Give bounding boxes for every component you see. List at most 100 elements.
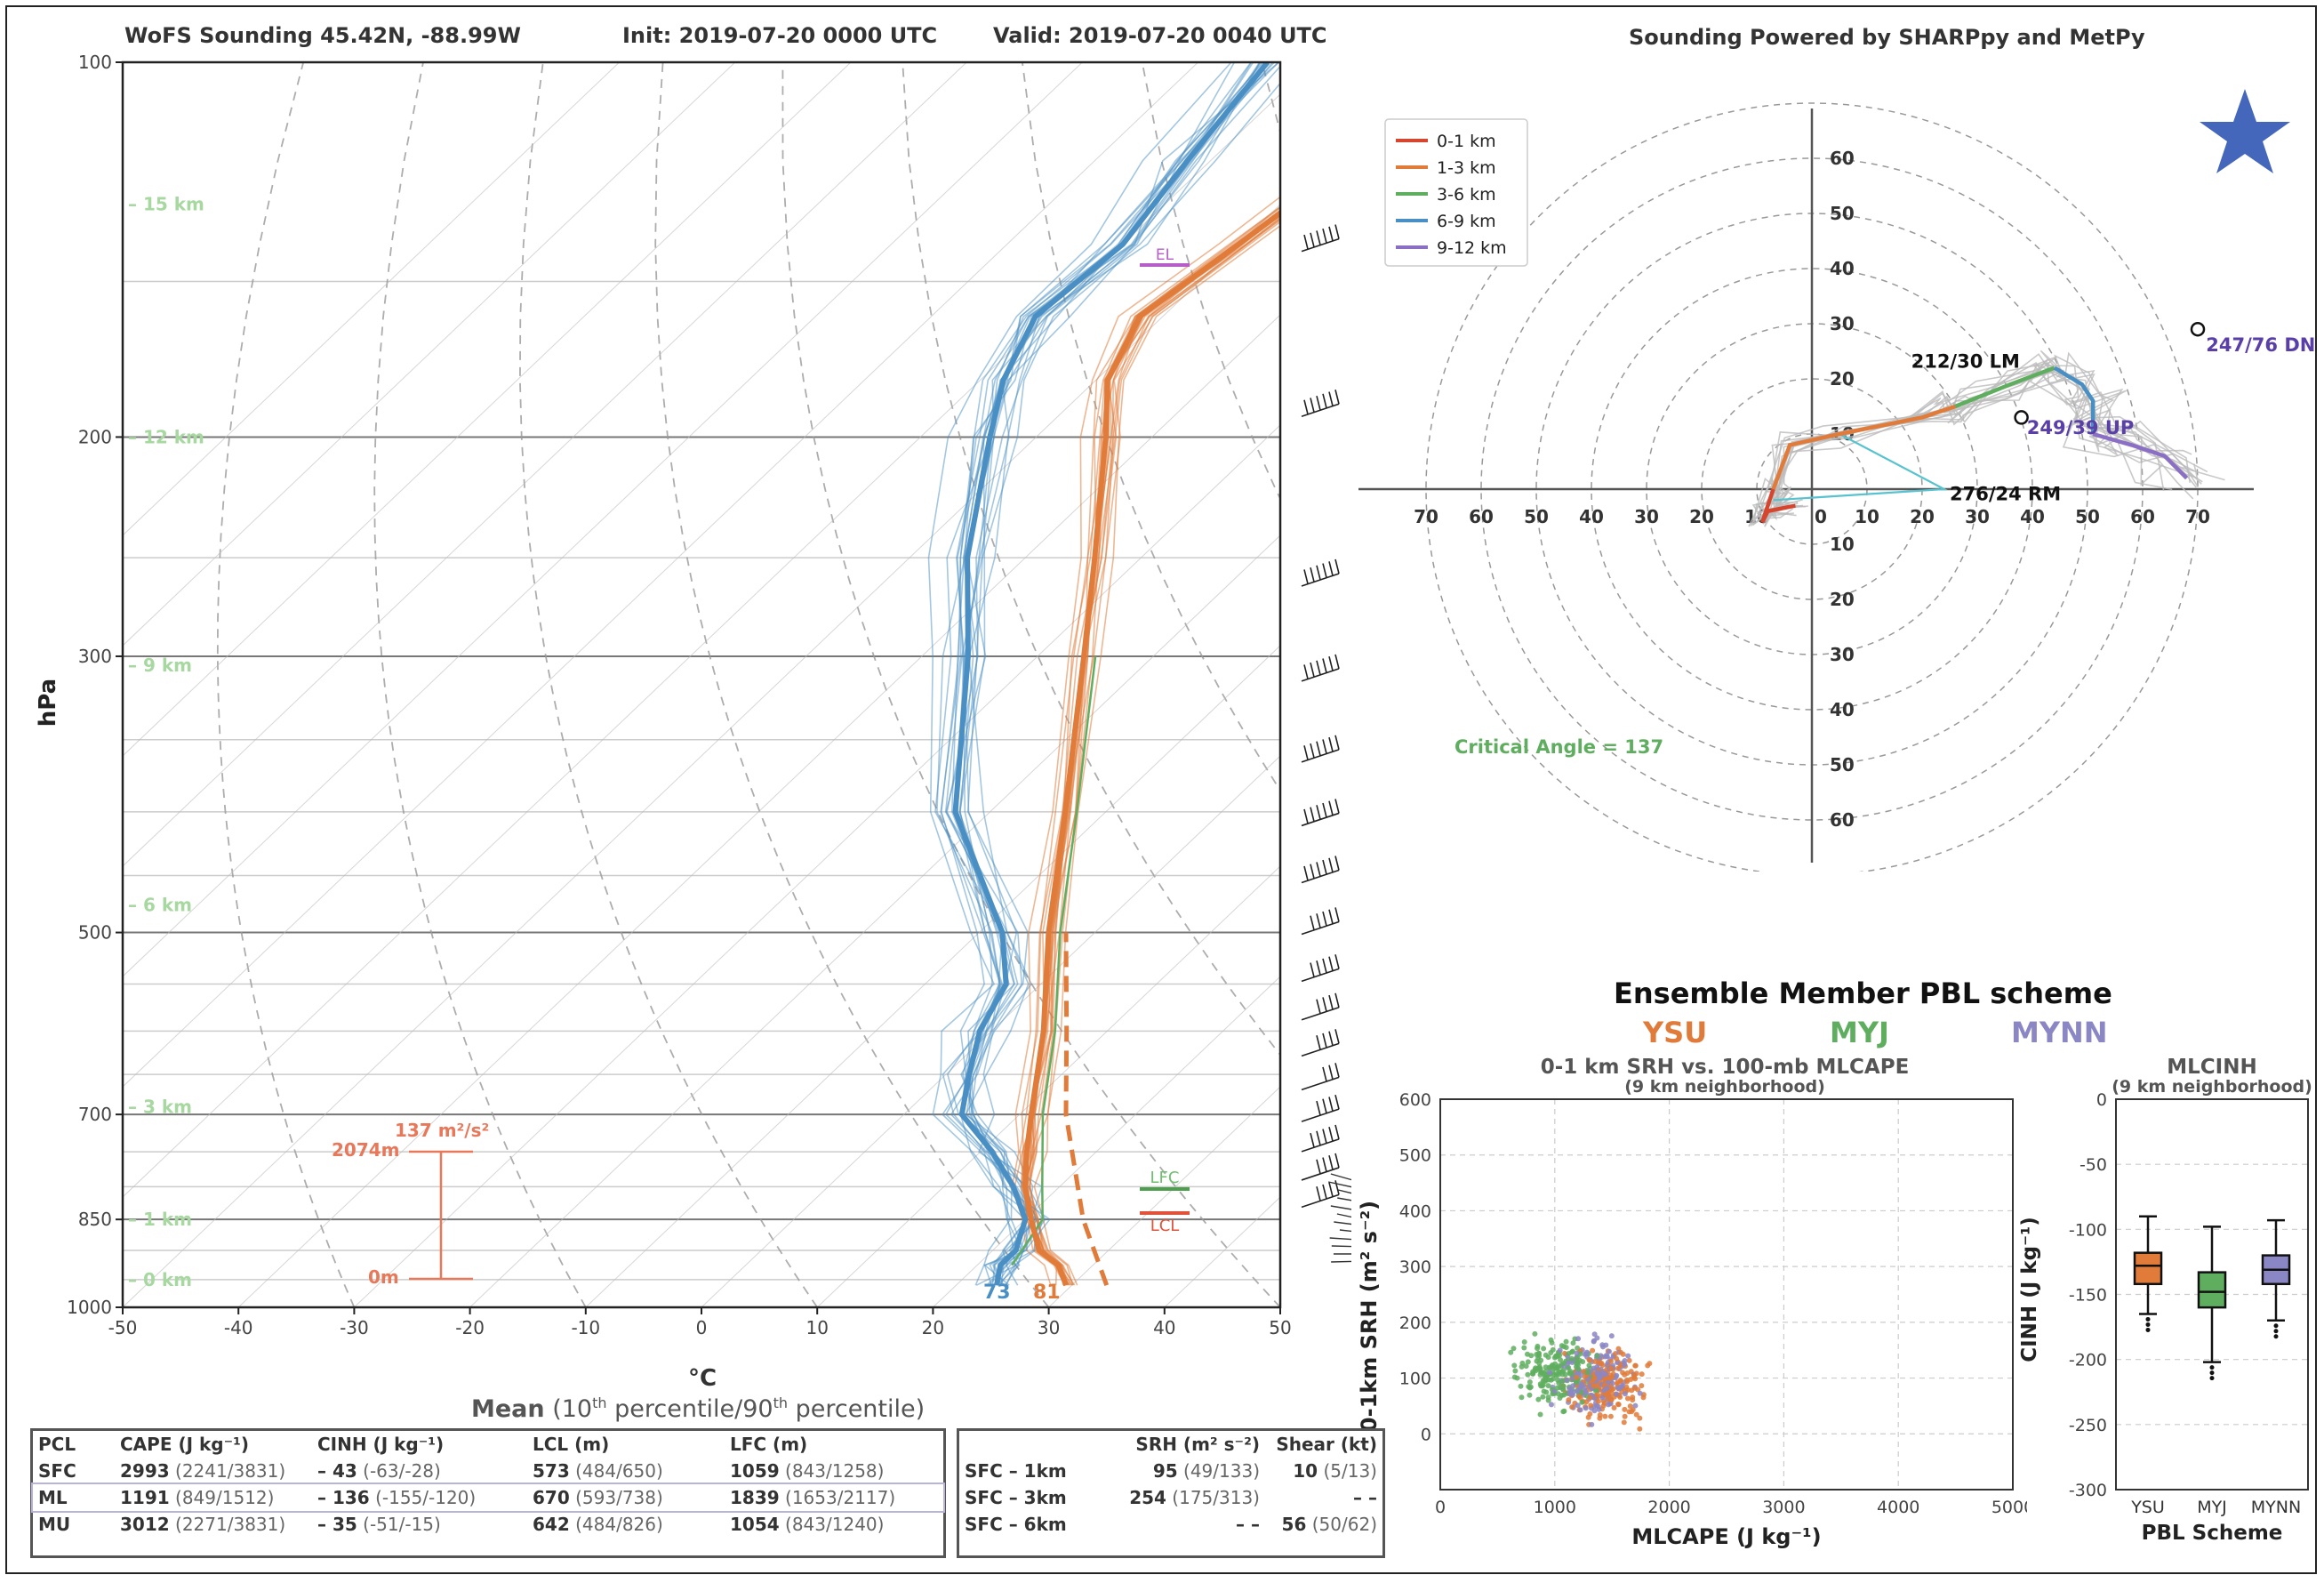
pbl-ysu-label: YSU bbox=[1643, 1016, 1707, 1049]
hodo-tick-label: 60 bbox=[1830, 809, 1855, 831]
isotherm bbox=[701, 62, 1351, 1307]
box-ylabel: CINH (J kg⁻¹) bbox=[2018, 1217, 2041, 1362]
barb-flag bbox=[1317, 230, 1320, 245]
barb-flag bbox=[1317, 913, 1320, 928]
barb-flag bbox=[1323, 997, 1326, 1011]
barb-flag bbox=[1304, 745, 1308, 759]
barb-flag bbox=[1304, 809, 1308, 824]
outlier bbox=[2146, 1317, 2151, 1322]
height-label: – 12 km bbox=[128, 426, 204, 447]
barb-flag bbox=[1335, 390, 1339, 404]
hodo-tick-label: 40 bbox=[1830, 258, 1855, 279]
scatter-point bbox=[1589, 1422, 1594, 1427]
barb-flag bbox=[1335, 1153, 1339, 1168]
scatter-point bbox=[1595, 1370, 1600, 1375]
pressure-tick-label: 300 bbox=[78, 646, 112, 667]
temperature-member bbox=[1023, 62, 1351, 1285]
barb-flag bbox=[1310, 808, 1314, 822]
barb-flag bbox=[1323, 659, 1326, 673]
barb-flag bbox=[1323, 803, 1326, 817]
lcl-value: 642 bbox=[533, 1514, 570, 1535]
scatter-point bbox=[1627, 1358, 1632, 1363]
barb-flag bbox=[1304, 400, 1308, 414]
lfc-range: (843/1258) bbox=[785, 1460, 884, 1482]
barb-flag bbox=[1323, 739, 1326, 753]
barb-flag bbox=[1317, 960, 1320, 975]
outlier bbox=[2146, 1328, 2151, 1332]
barb-flag bbox=[1310, 864, 1314, 879]
scatter-point bbox=[1632, 1403, 1638, 1409]
barb-flag bbox=[1317, 1101, 1320, 1115]
y-tick-label: 200 bbox=[1399, 1314, 1431, 1333]
outlier bbox=[2146, 1322, 2151, 1327]
outlier bbox=[2274, 1329, 2279, 1333]
eff-top-label: 2074m bbox=[332, 1139, 400, 1161]
surface-barb bbox=[1331, 1174, 1351, 1183]
scatter-point bbox=[1616, 1402, 1622, 1407]
th-cape: CAPE (J kg⁻¹) bbox=[115, 1431, 312, 1458]
hodo-tick-label: 0 bbox=[1815, 506, 1827, 527]
th-layer bbox=[959, 1431, 1094, 1458]
box-subtitle: (9 km neighborhood) bbox=[2112, 1077, 2312, 1097]
critical-angle-label: Critical Angle = 137 bbox=[1455, 736, 1663, 758]
barb-flag bbox=[1335, 993, 1339, 1008]
hodo-tick-label: 30 bbox=[1634, 506, 1659, 527]
barb-flag bbox=[1335, 559, 1339, 574]
barb-flag bbox=[1310, 663, 1314, 677]
pressure-tick-label: 200 bbox=[78, 426, 112, 447]
srh-value: 254 bbox=[1129, 1487, 1166, 1508]
barb-flag bbox=[1310, 1133, 1314, 1147]
barb-flag bbox=[1329, 656, 1333, 671]
cinh-cell: – 35 (-51/-15) bbox=[312, 1511, 527, 1538]
temperature-member bbox=[1025, 62, 1351, 1285]
temp-tick-label: 20 bbox=[922, 1317, 944, 1338]
temp-tick-label: -50 bbox=[108, 1317, 138, 1338]
barb-flag bbox=[1310, 233, 1314, 247]
hodo-tick-label: 10 bbox=[1855, 506, 1879, 527]
scatter-point bbox=[1527, 1379, 1533, 1385]
th-cinh: CINH (J kg⁻¹) bbox=[312, 1431, 527, 1458]
scatter-point bbox=[1543, 1374, 1549, 1379]
scatter-point bbox=[1549, 1338, 1554, 1343]
scatter-point bbox=[1639, 1383, 1644, 1388]
temperature-member bbox=[1030, 62, 1351, 1285]
mean-title-f: percentile) bbox=[788, 1395, 925, 1423]
outlier bbox=[2274, 1323, 2279, 1328]
scatter-point bbox=[1602, 1414, 1607, 1419]
wind-barb bbox=[1302, 856, 1339, 882]
hodo-tick-label: 20 bbox=[1910, 506, 1935, 527]
scatter-point bbox=[1575, 1366, 1581, 1371]
scatter-point bbox=[1596, 1399, 1601, 1404]
cape-range: (2241/3831) bbox=[175, 1460, 285, 1482]
scatter-axes bbox=[1440, 1099, 2013, 1490]
surface-barb bbox=[1337, 1198, 1351, 1204]
surface-barb bbox=[1331, 1261, 1351, 1262]
mean-title-c: th bbox=[592, 1394, 606, 1411]
scatter-point bbox=[1637, 1416, 1642, 1421]
temperature-member bbox=[1024, 62, 1351, 1285]
scatter-subtitle: (9 km neighborhood) bbox=[1624, 1077, 1825, 1097]
scatter-point bbox=[1623, 1414, 1628, 1419]
scatter-point bbox=[1536, 1361, 1542, 1366]
lcl-cell: 573 (484/650) bbox=[527, 1458, 725, 1484]
dry-adiabat bbox=[520, 62, 817, 1307]
scatter-point bbox=[1615, 1381, 1620, 1386]
barb-flag bbox=[1317, 1186, 1320, 1201]
th-srh: SRH (m² s⁻²) bbox=[1094, 1431, 1265, 1458]
scatter-point bbox=[1583, 1374, 1588, 1379]
cape-cell: 1191 (849/1512) bbox=[115, 1484, 312, 1511]
scatter-point bbox=[1594, 1354, 1599, 1359]
barb-flag bbox=[1335, 907, 1339, 921]
surface-dew-label: 73 bbox=[983, 1282, 1011, 1304]
y-tick-label: -200 bbox=[2069, 1351, 2107, 1370]
shear-table: SRH (m² s⁻²) Shear (kt) SFC – 1km 95 (49… bbox=[957, 1428, 1385, 1558]
x-tick-label: 3000 bbox=[1762, 1498, 1805, 1517]
dewpoint-member bbox=[960, 62, 1269, 1285]
shear-value: 10 bbox=[1293, 1460, 1318, 1482]
height-label: – 9 km bbox=[128, 655, 192, 676]
box-title: MLCINH bbox=[2167, 1056, 2256, 1079]
scatter-point bbox=[1564, 1339, 1569, 1345]
cinh-range: (-63/-28) bbox=[363, 1460, 441, 1482]
barb-flag bbox=[1329, 801, 1333, 816]
scatter-title: 0-1 km SRH vs. 100-mb MLCAPE bbox=[1541, 1056, 1910, 1079]
